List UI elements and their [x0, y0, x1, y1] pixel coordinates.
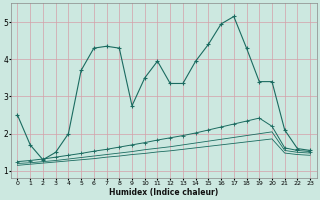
X-axis label: Humidex (Indice chaleur): Humidex (Indice chaleur): [109, 188, 219, 197]
